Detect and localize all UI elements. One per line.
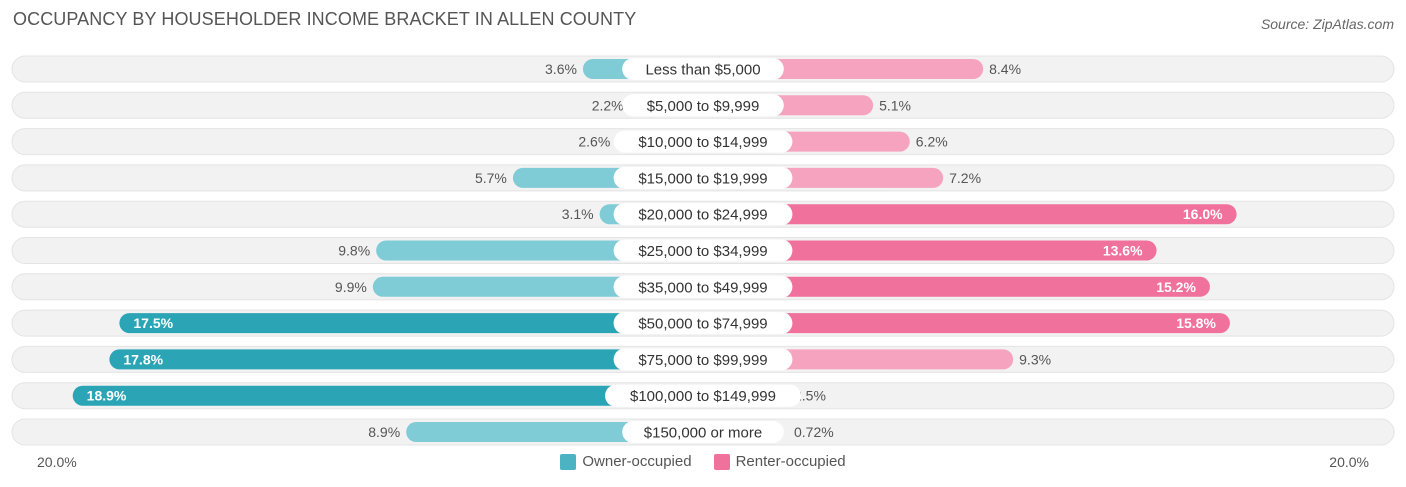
category-label: $50,000 to $74,999	[638, 316, 767, 333]
bar-renter	[703, 204, 1237, 225]
legend-swatch-owner	[560, 453, 577, 470]
value-label-renter: 15.8%	[1176, 315, 1216, 331]
legend-item-owner: Owner-occupied	[560, 453, 692, 470]
category-pill	[613, 203, 793, 226]
axis-right-label: 20.0%	[1329, 454, 1369, 470]
source-note: Source: ZipAtlas.com	[1260, 16, 1394, 32]
bar-renter	[703, 313, 1230, 334]
category-label: $15,000 to $19,999	[638, 170, 767, 187]
category-pill	[622, 421, 784, 443]
value-label-owner: 5.7%	[475, 170, 507, 186]
value-label-owner: 3.6%	[545, 61, 577, 77]
category-label: $150,000 or more	[644, 425, 762, 442]
value-label-renter: 7.2%	[949, 170, 981, 186]
category-pill	[613, 130, 793, 153]
value-label-owner: 3.1%	[562, 206, 594, 222]
bar-owner	[119, 313, 703, 334]
value-label-renter: 16.0%	[1183, 206, 1223, 222]
category-label: $100,000 to $149,999	[630, 388, 776, 405]
category-label: $35,000 to $49,999	[638, 279, 767, 296]
value-label-renter: 5.1%	[879, 97, 911, 113]
category-pill	[622, 94, 784, 117]
value-label-owner: 2.2%	[592, 97, 624, 113]
category-pill	[613, 239, 793, 262]
category-label: $20,000 to $24,999	[638, 207, 767, 224]
value-label-owner: 9.9%	[335, 279, 367, 295]
category-pill	[613, 166, 793, 189]
bar-renter	[703, 240, 1157, 261]
value-label-owner: 17.8%	[123, 351, 163, 367]
chart-title: OCCUPANCY BY HOUSEHOLDER INCOME BRACKET …	[13, 9, 637, 29]
category-pill	[613, 312, 793, 335]
value-label-owner: 17.5%	[133, 315, 173, 331]
category-pill	[613, 275, 793, 298]
legend-label-owner: Owner-occupied	[582, 453, 692, 470]
value-label-renter: 6.2%	[916, 134, 948, 150]
value-label-renter: 2.5%	[794, 388, 826, 404]
legend-label-renter: Renter-occupied	[735, 453, 846, 470]
category-pill	[605, 384, 801, 407]
category-label: $25,000 to $34,999	[638, 243, 767, 260]
value-label-owner: 2.6%	[578, 134, 610, 150]
category-label: Less than $5,000	[645, 62, 760, 79]
legend: Owner-occupied Renter-occupied	[0, 453, 1406, 470]
category-pill	[622, 58, 784, 80]
value-label-renter: 15.2%	[1156, 279, 1196, 295]
category-label: $75,000 to $99,999	[638, 352, 767, 369]
bar-renter	[703, 276, 1210, 297]
value-label-renter: 0.72%	[794, 424, 834, 440]
value-label-owner: 18.9%	[87, 388, 127, 404]
value-label-renter: 13.6%	[1103, 243, 1143, 259]
legend-item-renter: Renter-occupied	[713, 453, 846, 470]
category-label: $10,000 to $14,999	[638, 134, 767, 151]
value-label-owner: 9.8%	[338, 243, 370, 259]
axis-left-label: 20.0%	[37, 454, 77, 470]
value-label-renter: 8.4%	[989, 61, 1021, 77]
bar-owner	[109, 349, 704, 370]
category-label: $5,000 to $9,999	[647, 98, 760, 115]
bar-owner	[72, 385, 703, 406]
category-pill	[613, 348, 793, 371]
value-label-owner: 8.9%	[368, 424, 400, 440]
value-label-renter: 9.3%	[1019, 351, 1051, 367]
legend-swatch-renter	[713, 453, 730, 470]
